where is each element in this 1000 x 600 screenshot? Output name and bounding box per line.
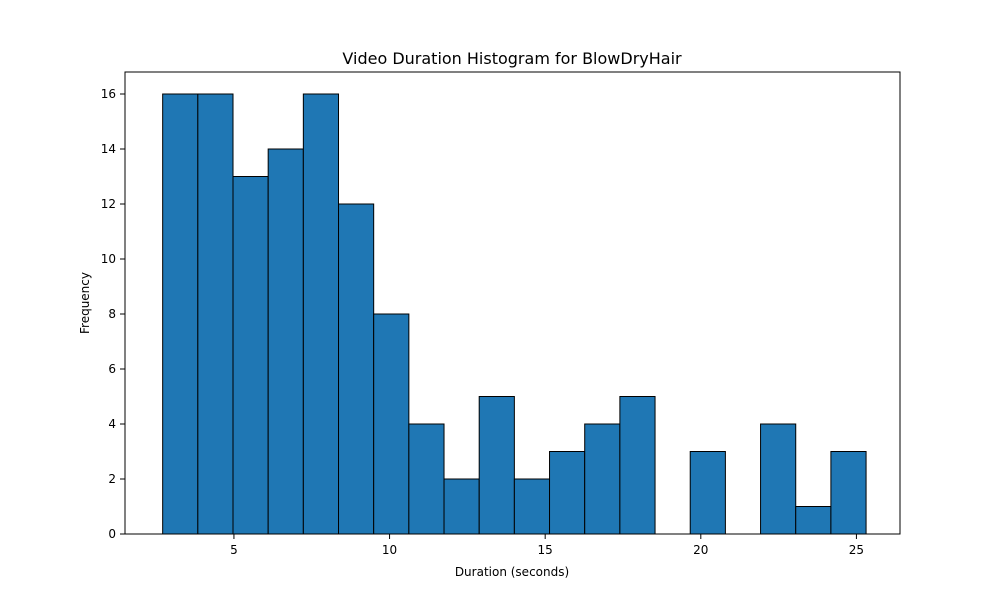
x-axis-ticks: 5 10 15 20 25 xyxy=(230,534,864,557)
histogram-bar-3 xyxy=(267,148,304,535)
histogram-bar-7 xyxy=(408,423,445,535)
y-tick-label: 2 xyxy=(108,472,116,486)
bars-group xyxy=(162,93,867,535)
histogram-bar-5 xyxy=(338,203,375,535)
histogram-bar-15 xyxy=(689,451,726,535)
plot-frame xyxy=(124,71,901,535)
y-tick-label: 14 xyxy=(101,142,116,156)
y-tick-label: 10 xyxy=(101,252,116,266)
histogram-bar-17 xyxy=(760,423,797,535)
histogram-bar-0 xyxy=(162,93,199,535)
x-tick-label: 20 xyxy=(693,543,708,557)
x-tick-label: 25 xyxy=(849,543,864,557)
histogram-bar-6 xyxy=(373,313,410,535)
histogram-bar-18 xyxy=(795,506,832,535)
x-axis-label: Duration (seconds) xyxy=(455,565,569,579)
histogram-bar-2 xyxy=(232,176,269,535)
x-tick-label: 15 xyxy=(538,543,553,557)
histogram-bar-1 xyxy=(197,93,234,535)
y-tick-label: 6 xyxy=(108,362,116,376)
y-axis-ticks: 0 2 4 6 8 10 12 14 16 xyxy=(101,87,125,541)
histogram-bar-13 xyxy=(619,396,656,535)
histogram-bar-19 xyxy=(830,451,867,535)
y-tick-label: 0 xyxy=(108,527,116,541)
x-tick-label: 10 xyxy=(382,543,397,557)
chart-title: Video Duration Histogram for BlowDryHair xyxy=(342,49,682,68)
y-axis-label: Frequency xyxy=(78,272,92,334)
x-tick-label: 5 xyxy=(230,543,238,557)
histogram-bar-4 xyxy=(302,93,340,535)
y-tick-label: 16 xyxy=(101,87,116,101)
y-tick-label: 8 xyxy=(108,307,116,321)
histogram-bar-12 xyxy=(584,423,621,535)
y-tick-label: 12 xyxy=(101,197,116,211)
histogram-bar-9 xyxy=(478,396,515,535)
histogram-bar-8 xyxy=(443,478,480,535)
y-tick-label: 4 xyxy=(108,417,116,431)
histogram-bar-10 xyxy=(513,478,551,535)
histogram-bar-11 xyxy=(549,451,586,535)
